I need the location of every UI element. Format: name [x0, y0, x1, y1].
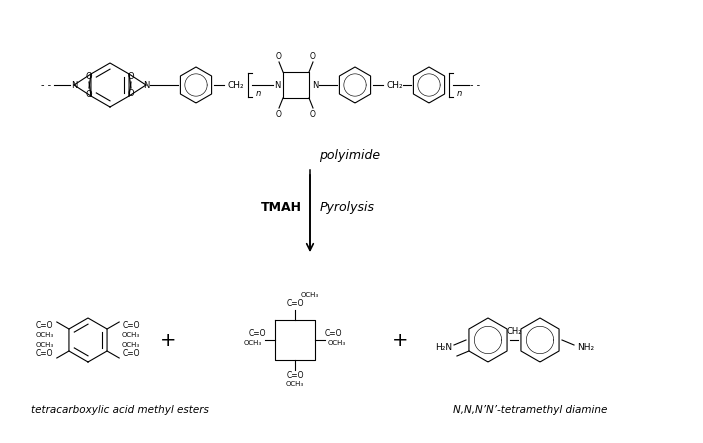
Text: NH₂: NH₂ — [577, 343, 595, 353]
Text: - -: - - — [470, 80, 480, 90]
Text: H₂N: H₂N — [435, 343, 453, 353]
Text: O: O — [310, 51, 316, 61]
Text: C=O: C=O — [122, 322, 140, 330]
Text: OCH₃: OCH₃ — [286, 381, 304, 387]
Text: O: O — [310, 109, 316, 118]
Text: CH₂: CH₂ — [228, 81, 245, 89]
Text: C=O: C=O — [324, 329, 342, 338]
Text: N: N — [312, 81, 318, 89]
Text: TMAH: TMAH — [261, 201, 302, 214]
Text: N,N,N’N’-tetramethyl diamine: N,N,N’N’-tetramethyl diamine — [453, 405, 607, 415]
Text: CH₂: CH₂ — [506, 327, 522, 337]
Text: +: + — [160, 330, 176, 350]
Text: C=O: C=O — [286, 299, 304, 308]
Text: polyimide: polyimide — [319, 148, 380, 162]
Text: OCH₃: OCH₃ — [328, 340, 346, 346]
Text: C=O: C=O — [248, 329, 266, 338]
Text: OCH₃: OCH₃ — [36, 342, 54, 348]
Text: O: O — [276, 51, 282, 61]
Text: C=O: C=O — [36, 322, 53, 330]
Text: OCH₃: OCH₃ — [122, 342, 140, 348]
Text: OCH₃: OCH₃ — [36, 332, 54, 338]
Text: - -: - - — [41, 80, 51, 90]
Text: OCH₃: OCH₃ — [301, 292, 319, 298]
Text: C=O: C=O — [122, 350, 140, 358]
Text: O: O — [86, 89, 92, 98]
Text: OCH₃: OCH₃ — [244, 340, 262, 346]
Text: O: O — [128, 71, 134, 81]
Text: N: N — [273, 81, 280, 89]
Text: N: N — [143, 81, 149, 89]
Text: +: + — [392, 330, 408, 350]
Text: CH₂: CH₂ — [387, 81, 404, 89]
Text: OCH₃: OCH₃ — [122, 332, 140, 338]
Text: Pyrolysis: Pyrolysis — [320, 201, 375, 214]
Text: C=O: C=O — [36, 350, 53, 358]
Text: C=O: C=O — [286, 372, 304, 381]
Text: O: O — [128, 89, 134, 98]
Text: O: O — [86, 71, 92, 81]
Text: O: O — [276, 109, 282, 118]
Text: n: n — [255, 89, 261, 97]
Text: n: n — [456, 89, 462, 97]
Text: N: N — [71, 81, 77, 89]
Text: tetracarboxylic acid methyl esters: tetracarboxylic acid methyl esters — [31, 405, 209, 415]
